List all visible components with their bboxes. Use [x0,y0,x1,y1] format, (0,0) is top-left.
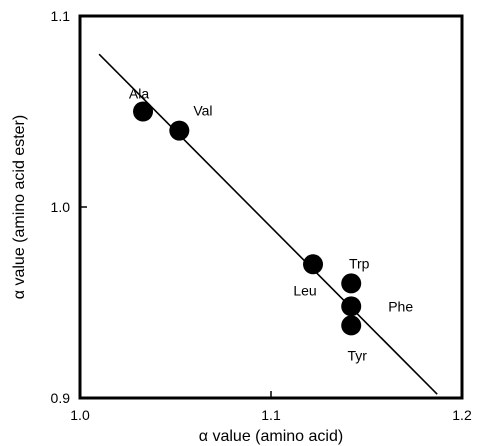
point-trp [341,273,362,294]
x-tick-label: 1.2 [452,407,472,423]
x-tick-label: 1.1 [261,407,281,423]
point-val [169,120,190,141]
point-phe [341,296,362,317]
x-tick-label: 1.0 [70,407,90,423]
point-ala [133,101,154,122]
point-label-ala: Ala [129,86,149,102]
points-layer: Ala Val Leu Trp Phe Tyr [129,86,413,364]
point-label-leu: Leu [293,282,316,298]
y-axis-label: α value (amino acid ester) [11,115,28,299]
point-label-trp: Trp [349,255,370,271]
ticks-layer: 1.0 1.1 1.21.11.00.9 [51,8,472,423]
y-tick-label: 1.0 [51,199,71,215]
x-axis-label: α value (amino acid) [199,428,343,445]
point-leu [303,254,324,275]
fit-line [98,53,438,395]
point-tyr [341,315,362,336]
y-tick-label: 1.1 [51,8,71,24]
point-label-val: Val [193,103,212,119]
point-label-tyr: Tyr [347,347,367,363]
point-label-phe: Phe [388,298,413,314]
plot-frame [78,14,464,400]
y-tick-label: 0.9 [51,390,71,406]
